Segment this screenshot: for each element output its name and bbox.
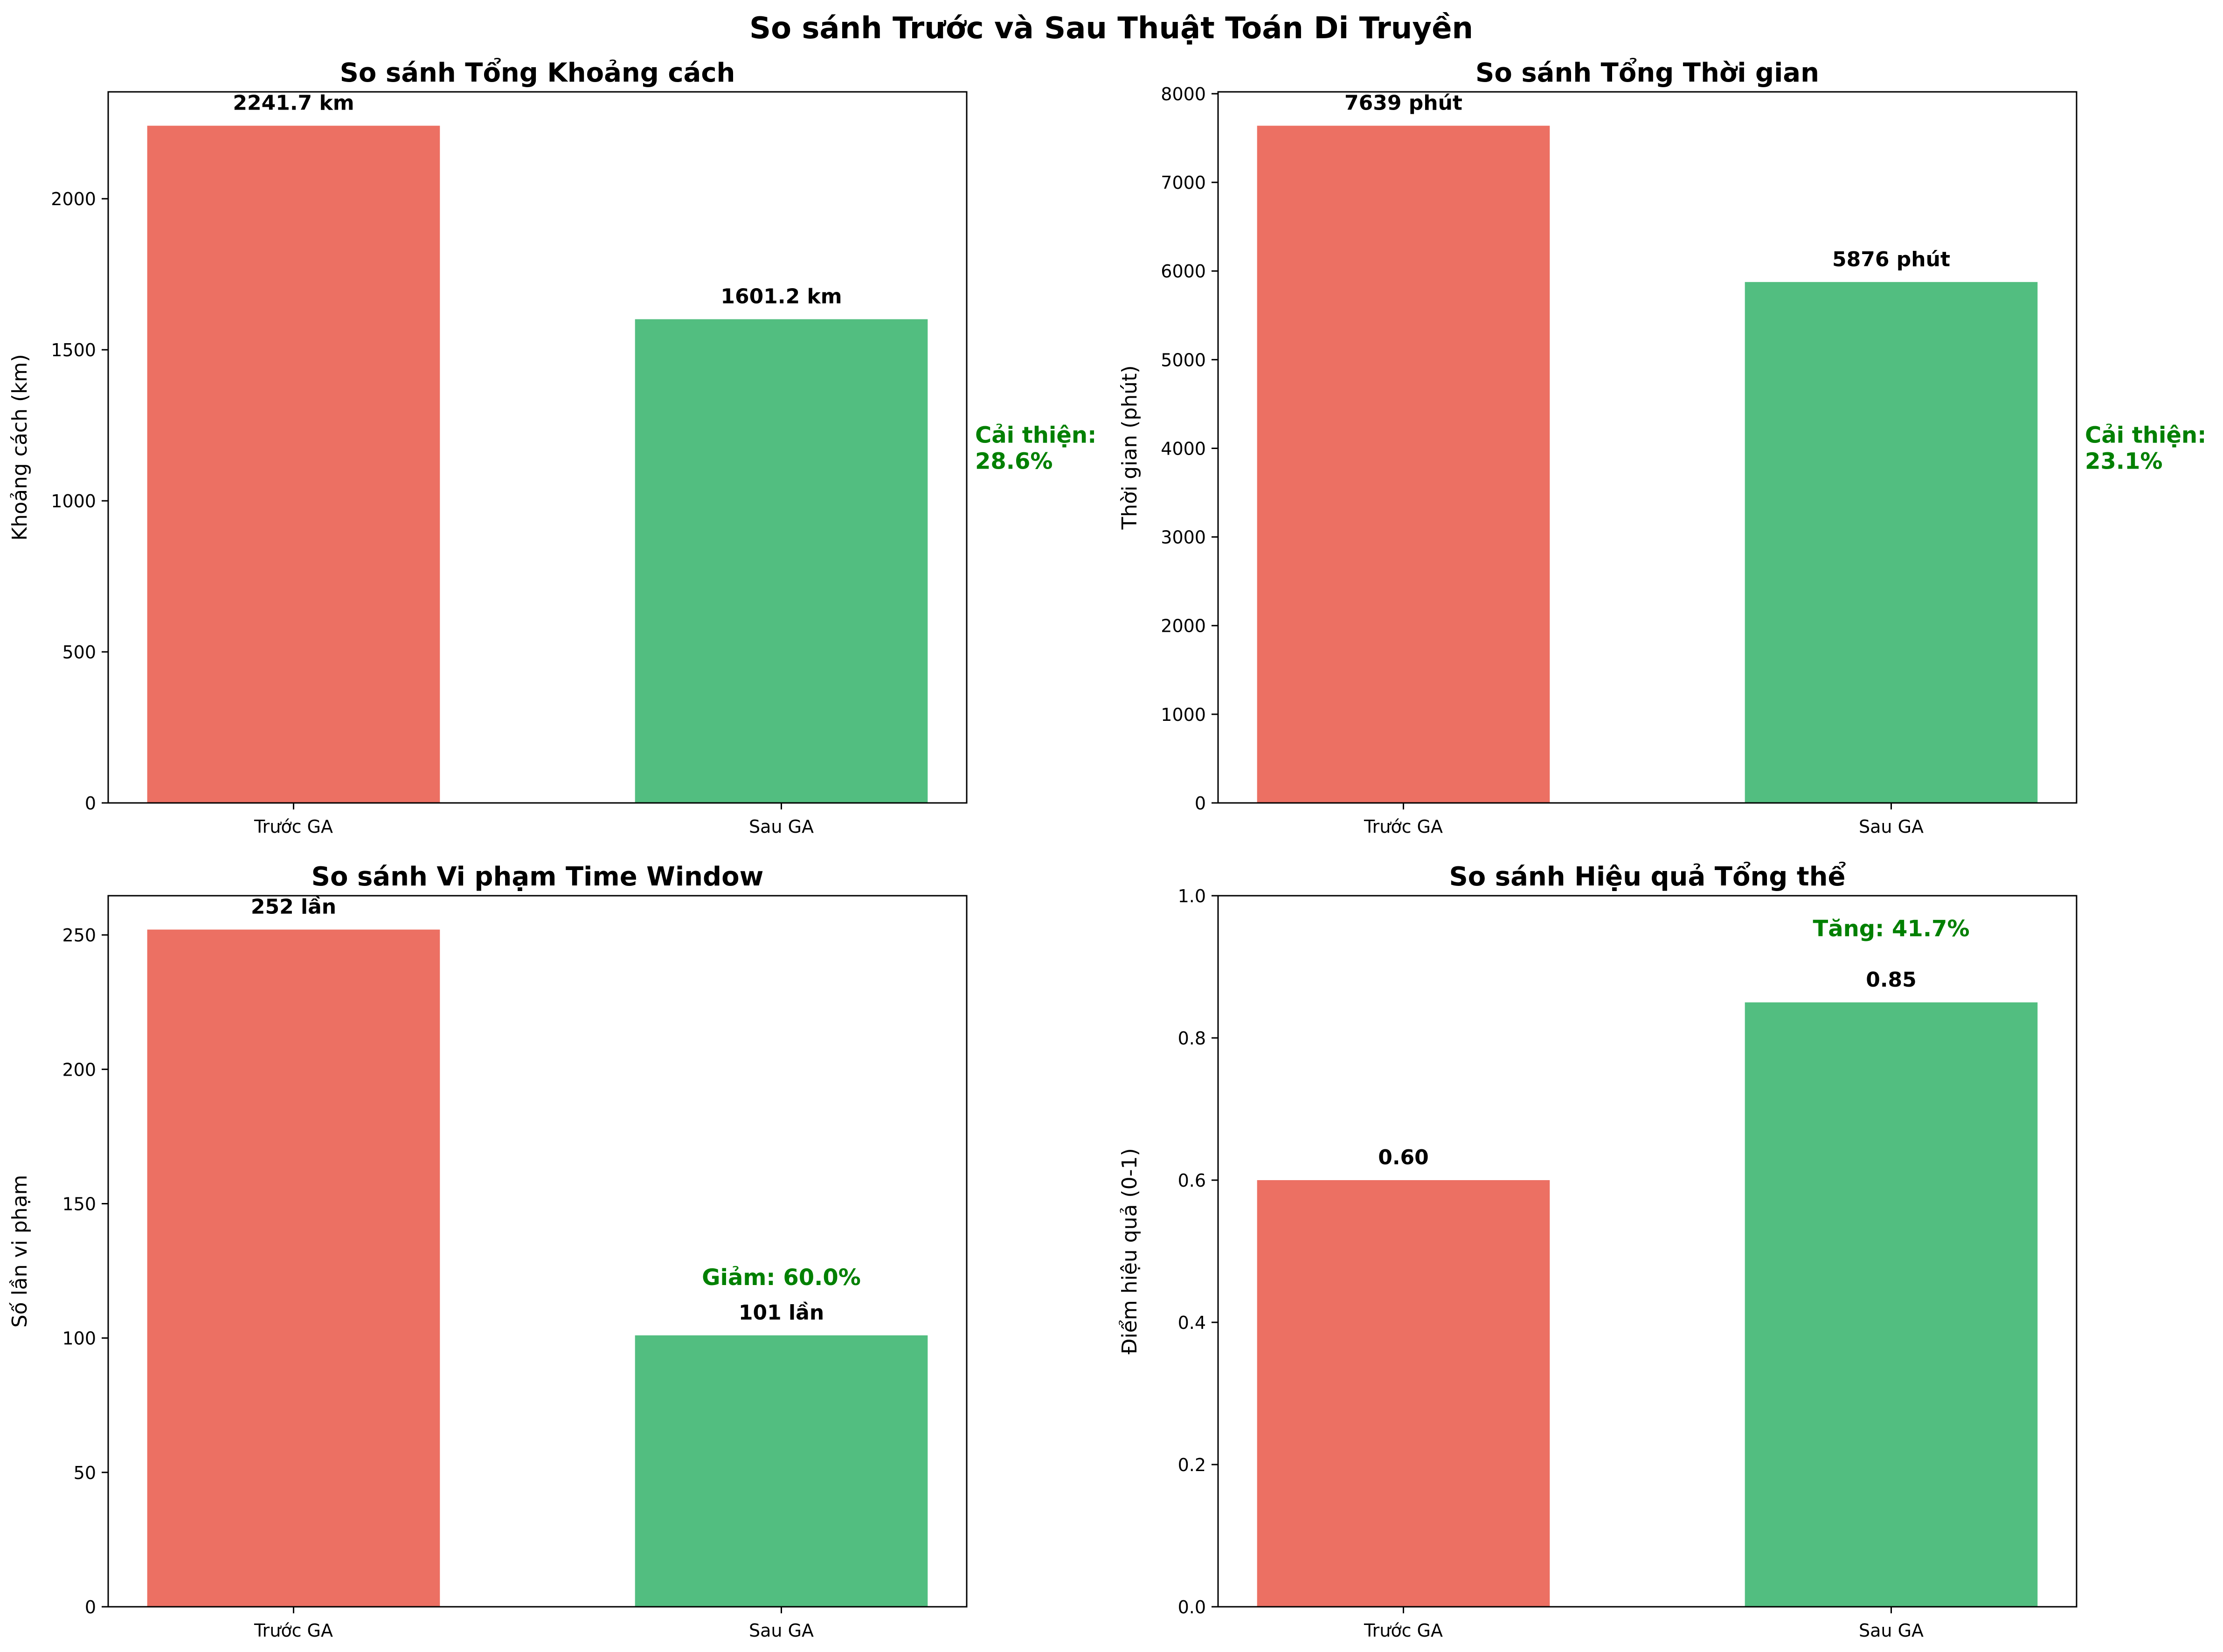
x-tick-label: Sau GA xyxy=(1859,1620,1924,1641)
chart-panel-4: 0.60 0.85 0.0 0.2 0.4 0.6 0.8 1.0 Trước GA Sau GA… xyxy=(1118,862,2078,1641)
bar-value-label: 252 lần xyxy=(251,895,336,919)
axes-frame xyxy=(1217,91,2078,804)
y-axis-label: Thời gian (phút) xyxy=(1118,365,1142,530)
y-tick-label: 0.0 xyxy=(1178,1597,1206,1617)
y-tick-label: 7000 xyxy=(1161,173,1206,193)
y-tick-label: 100 xyxy=(62,1328,96,1349)
bar-after xyxy=(635,319,928,803)
bar-value-label: 7639 phút xyxy=(1344,91,1462,115)
y-tick-label: 0 xyxy=(85,793,96,814)
y-tick-label: 1.0 xyxy=(1178,886,1206,906)
chart-panel-1: 2241.7 km 1601.2 km 0 500 1000 1500 2000 Trước … xyxy=(8,58,1096,837)
y-tick-label: 5000 xyxy=(1161,350,1206,370)
bar-value-label: 2241.7 km xyxy=(233,91,354,115)
y-tick-label: 500 xyxy=(62,642,96,663)
bar-before xyxy=(147,125,440,803)
y-tick-label: 3000 xyxy=(1161,527,1206,548)
bar-value-label: 5876 phút xyxy=(1832,248,1950,271)
improvement-annotation: Giảm: 60.0% xyxy=(702,1265,861,1291)
axes-frame xyxy=(107,895,968,1608)
chart-panel-3: 252 lần 101 lần 0 50 100 150 200 250 Trước GA Sau… xyxy=(8,862,968,1641)
y-tick-label: 0.2 xyxy=(1178,1455,1206,1475)
y-tick-label: 1000 xyxy=(1161,705,1206,725)
y-tick-label: 0 xyxy=(1195,793,1206,814)
bar-after xyxy=(1745,282,2038,803)
x-tick-label: Sau GA xyxy=(749,816,814,837)
bar-before xyxy=(1257,125,1550,803)
y-tick-label: 2000 xyxy=(1161,616,1206,636)
chart-title: So sánh Vi phạm Time Window xyxy=(312,862,764,892)
y-tick-label: 200 xyxy=(62,1059,96,1080)
y-axis-label: Điểm hiệu quả (0-1) xyxy=(1118,1148,1142,1354)
improvement-annotation: Cải thiện: 23.1% xyxy=(2085,422,2206,475)
y-tick-label: 50 xyxy=(74,1463,96,1483)
y-tick-label: 1000 xyxy=(51,491,96,511)
x-tick-label: Trước GA xyxy=(254,1620,333,1641)
bar-value-label: 1601.2 km xyxy=(720,285,842,309)
chart-title: So sánh Hiệu quả Tổng thể xyxy=(1449,862,1846,892)
x-tick-label: Trước GA xyxy=(1364,1620,1443,1641)
y-tick-label: 0.8 xyxy=(1178,1028,1206,1049)
bar-before xyxy=(1257,1180,1550,1607)
y-tick-label: 0.6 xyxy=(1178,1170,1206,1191)
y-tick-label: 250 xyxy=(62,925,96,946)
improvement-annotation: Tăng: 41.7% xyxy=(1813,916,1969,942)
x-tick-label: Sau GA xyxy=(749,1620,814,1641)
y-axis-label: Số lần vi phạm xyxy=(8,1175,32,1328)
y-tick-label: 1500 xyxy=(51,340,96,360)
y-tick-label: 4000 xyxy=(1161,438,1206,459)
y-tick-label: 2000 xyxy=(51,189,96,209)
chart-panel-2: 7639 phút 5876 phút 0 1000 2000 3000 4000 5000 6… xyxy=(1118,58,2206,837)
y-tick-label: 8000 xyxy=(1161,84,1206,104)
y-tick-label: 0.4 xyxy=(1178,1313,1206,1333)
axes-frame xyxy=(107,91,968,804)
bar-value-label: 0.85 xyxy=(1866,968,1917,992)
bar-before xyxy=(147,929,440,1607)
y-axis-label: Khoảng cách (km) xyxy=(8,354,32,540)
bar-value-label: 101 lần xyxy=(739,1301,824,1325)
bar-after xyxy=(635,1335,928,1607)
x-tick-label: Trước GA xyxy=(1364,816,1443,837)
x-tick-label: Trước GA xyxy=(254,816,333,837)
y-tick-label: 150 xyxy=(62,1194,96,1214)
bar-after xyxy=(1745,1002,2038,1607)
x-tick-label: Sau GA xyxy=(1859,816,1924,837)
improvement-annotation: Cải thiện: 28.6% xyxy=(975,422,1096,475)
y-tick-label: 6000 xyxy=(1161,261,1206,282)
figure-suptitle: So sánh Trước và Sau Thuật Toán Di Truyề… xyxy=(749,11,1473,46)
chart-title: So sánh Tổng Khoảng cách xyxy=(340,58,735,88)
axes-frame xyxy=(1217,895,2078,1608)
y-tick-label: 0 xyxy=(85,1597,96,1617)
chart-title: So sánh Tổng Thời gian xyxy=(1475,58,1819,88)
bar-value-label: 0.60 xyxy=(1378,1146,1429,1169)
